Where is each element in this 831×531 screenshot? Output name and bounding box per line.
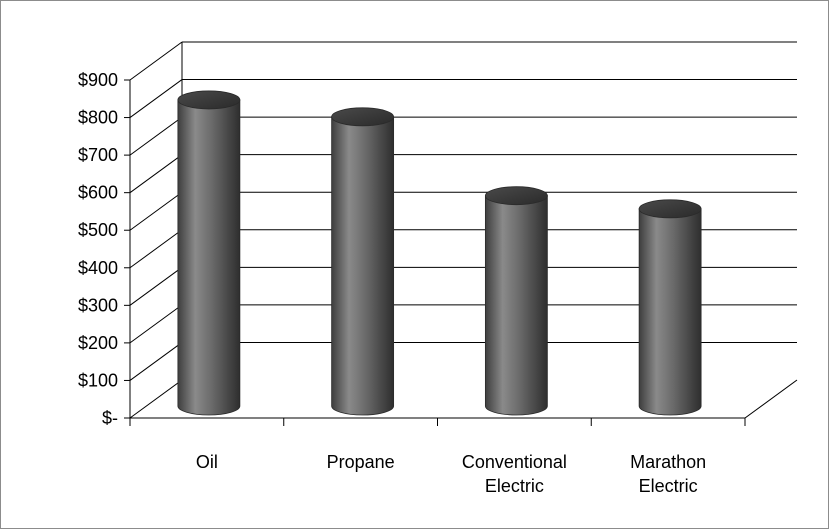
category-label: Propane (327, 452, 395, 472)
y-tick-label: $500 (78, 220, 118, 240)
gridline (129, 116, 797, 156)
y-tick-label: $800 (78, 108, 118, 128)
gridline (129, 379, 183, 419)
y-tick-label: $900 (78, 70, 118, 90)
bar (484, 186, 548, 416)
bar (331, 107, 395, 416)
y-tick-label: $100 (78, 370, 118, 390)
x-axis (129, 417, 746, 426)
gridline (129, 41, 797, 81)
category-label: Oil (196, 452, 218, 472)
y-tick-label: $200 (78, 333, 118, 353)
bars (177, 90, 702, 416)
category-label: Conventional Electric (462, 452, 567, 496)
bar (638, 199, 702, 416)
bar (177, 90, 241, 416)
y-axis (124, 79, 131, 419)
category-label: Marathon Electric (630, 452, 706, 496)
category-labels: Oil Propane Conventional Electric Marathon El… (196, 452, 706, 496)
y-tick-label: $- (102, 408, 118, 428)
gridline (129, 154, 797, 194)
y-tick-label: $300 (78, 295, 118, 315)
y-tick-label: $600 (78, 183, 118, 203)
y-tick-label: $700 (78, 145, 118, 165)
y-tick-labels: $- $100 $200 $300 $400 $500 $600 $700 $800 $900 (78, 70, 118, 428)
y-tick-label: $400 (78, 258, 118, 278)
gridline (129, 79, 797, 118)
